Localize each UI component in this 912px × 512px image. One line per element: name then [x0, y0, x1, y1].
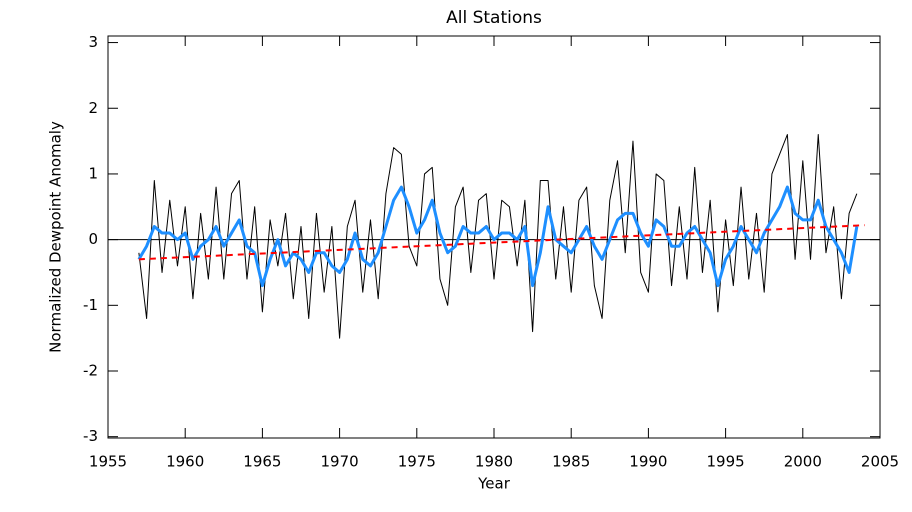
chart-title: All Stations — [446, 8, 542, 28]
x-tick-label: 1955 — [89, 453, 127, 471]
x-tick-label: 1960 — [166, 453, 204, 471]
y-tick-label: 2 — [88, 99, 98, 117]
y-tick-label: 3 — [88, 33, 98, 51]
y-tick-label: 0 — [88, 230, 98, 248]
x-tick-label: 1975 — [398, 453, 436, 471]
y-tick-label: -2 — [83, 362, 98, 380]
x-tick-label: 1995 — [707, 453, 745, 471]
y-tick-label: -1 — [83, 296, 98, 314]
x-tick-label: 1985 — [552, 453, 590, 471]
x-tick-label: 1970 — [321, 453, 359, 471]
x-axis-label: Year — [477, 475, 511, 493]
x-tick-label: 1980 — [475, 453, 513, 471]
x-tick-label: 1990 — [629, 453, 667, 471]
y-tick-label: -3 — [83, 427, 98, 445]
x-tick-label: 2005 — [861, 453, 899, 471]
y-tick-label: 1 — [88, 164, 98, 182]
y-axis-label: Normalized Dewpoint Anomaly — [47, 121, 65, 353]
x-tick-label: 2000 — [784, 453, 822, 471]
series-line — [138, 224, 865, 261]
x-tick-label: 1965 — [243, 453, 281, 471]
series-line — [137, 185, 859, 288]
